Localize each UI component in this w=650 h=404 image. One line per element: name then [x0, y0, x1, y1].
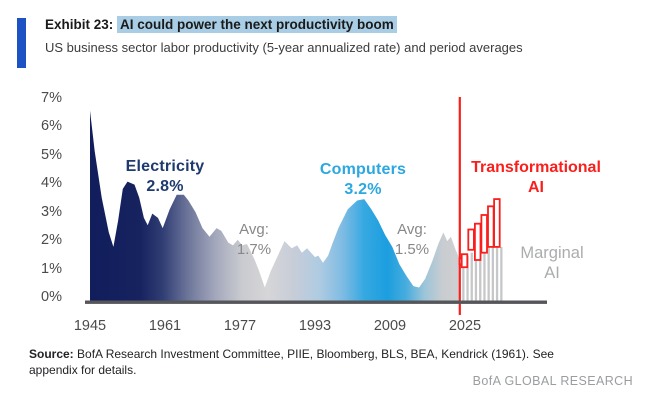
y-axis-label: 3%	[41, 203, 62, 220]
title-accent-bar	[17, 18, 26, 68]
source-text: BofA Research Investment Committee, PIIE…	[29, 347, 554, 377]
y-axis-label: 2%	[41, 232, 62, 249]
avg-value: 1.7%	[236, 240, 272, 258]
avg-caption: Avg:	[239, 221, 269, 238]
transformational-ai-range	[480, 214, 488, 254]
era-label-electricity: Electricity 2.8%	[126, 157, 205, 197]
chart-canvas	[85, 97, 547, 315]
x-axis-line	[85, 300, 547, 304]
marginal-ai-bar	[470, 252, 473, 302]
transformational-ai-range	[493, 198, 501, 248]
x-axis-label: 1961	[148, 318, 182, 334]
era-name: Marginal	[520, 244, 584, 262]
transformational-ai-range	[460, 253, 469, 269]
era-label-transformational-ai: Transformational AI	[471, 158, 601, 198]
era-label-computers: Computers 3.2%	[320, 160, 406, 200]
exhibit-subtitle: US business sector labor productivity (5…	[45, 40, 523, 55]
era-name: Transformational	[471, 159, 601, 176]
y-axis-label: 6%	[41, 118, 62, 135]
brand-label: BofA GLOBAL RESEARCH	[472, 374, 633, 388]
source-label: Source:	[29, 347, 74, 361]
exhibit-number: Exhibit 23:	[45, 17, 114, 32]
y-axis-label: 0%	[41, 289, 62, 305]
marginal-ai-bar	[479, 249, 482, 302]
avg-value: 1.5%	[394, 240, 430, 258]
marginal-ai-bar	[495, 246, 499, 302]
era-name-line2: AI	[544, 264, 560, 282]
transformational-ai-range	[467, 228, 475, 251]
avg-caption: Avg:	[397, 221, 427, 238]
source-note: Source: BofA Research Investment Committ…	[29, 346, 564, 378]
transformational-ai-range-bars	[458, 198, 501, 269]
period-average-label-1-5: Avg: 1.5%	[395, 220, 429, 259]
era-label-marginal-ai: Marginal AI	[520, 243, 583, 283]
marginal-ai-bar	[500, 246, 503, 302]
x-axis-label: 2009	[373, 318, 407, 334]
y-axis-label: 4%	[41, 175, 62, 192]
marginal-ai-bars	[462, 246, 503, 303]
transformational-ai-range	[473, 222, 482, 261]
marginal-ai-bar	[474, 251, 478, 303]
marginal-ai-bar	[487, 246, 490, 302]
marginal-ai-bar	[483, 248, 486, 302]
transformational-ai-range	[487, 205, 495, 248]
era-name: Computers	[319, 161, 407, 178]
era-average: 2.8%	[146, 178, 184, 195]
exhibit-title-highlight: AI could power the next productivity boo…	[117, 16, 397, 33]
x-axis-label: 1977	[223, 318, 257, 334]
era-name: Electricity	[125, 158, 205, 175]
x-axis-label: 1945	[73, 318, 107, 334]
y-axis-label: 7%	[41, 90, 62, 106]
x-axis-label: 2025	[448, 318, 482, 334]
exhibit-title: Exhibit 23: AI could power the next prod…	[45, 16, 397, 33]
period-average-label-1-7: Avg: 1.7%	[237, 220, 271, 259]
marginal-ai-bar	[462, 258, 465, 302]
y-axis-label: 5%	[41, 146, 62, 163]
x-axis-label: 1993	[298, 318, 332, 334]
productivity-area-series	[90, 110, 460, 302]
era-name-line2: AI	[528, 179, 544, 196]
marginal-ai-bar	[491, 246, 494, 302]
era-average: 3.2%	[344, 181, 382, 198]
y-axis-label: 1%	[41, 260, 62, 277]
marginal-ai-bar	[466, 255, 469, 302]
